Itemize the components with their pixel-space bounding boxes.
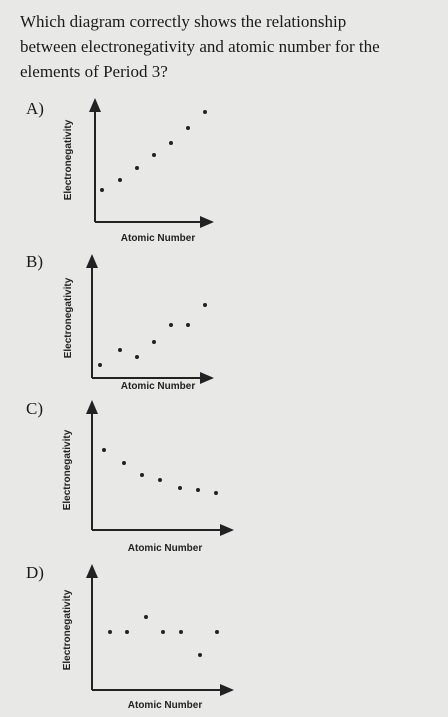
dot [186,323,190,327]
x-axis-label: Atomic Number [128,700,203,711]
dot [135,166,139,170]
dot [178,486,182,490]
dot [152,340,156,344]
dot [118,178,122,182]
dot [100,188,104,192]
dot [102,448,106,452]
question-line: between electronegativity and atomic num… [20,37,380,56]
dot [108,630,112,634]
dot [198,653,202,657]
dot [135,355,139,359]
dot [203,303,207,307]
dots [98,303,207,367]
dots [108,615,219,657]
dot [98,363,102,367]
option-a: A) Electronegativity Atomic Number [26,98,214,244]
dot [158,478,162,482]
x-axis-label: Atomic Number [128,543,203,554]
y-axis-label: Electronegativity [63,277,74,358]
option-label: A) [26,99,44,118]
dot [122,461,126,465]
option-label: C) [26,399,43,418]
y-axis-label: Electronegativity [63,119,74,200]
dot [215,630,219,634]
option-label: B) [26,252,43,271]
dot [186,126,190,130]
x-axis-label: Atomic Number [121,381,196,392]
option-d: D) Electronegativity Atomic Number [26,563,234,711]
dot [152,153,156,157]
dots [102,448,218,495]
option-b: B) Electronegativity Atomic Number [26,252,214,392]
dot [140,473,144,477]
x-axis-label: Atomic Number [121,233,196,244]
y-axis-label: Electronegativity [62,589,73,670]
question-line: Which diagram correctly shows the relati… [20,12,346,31]
dot [125,630,129,634]
dot [144,615,148,619]
option-label: D) [26,563,44,582]
dot [161,630,165,634]
dot [118,348,122,352]
dot [169,141,173,145]
dot [214,491,218,495]
y-axis-label: Electronegativity [62,429,73,510]
dot [179,630,183,634]
dot [169,323,173,327]
dots [100,110,207,192]
option-c: C) Electronegativity Atomic Number [26,399,234,554]
dot [196,488,200,492]
dot [203,110,207,114]
question-line: elements of Period 3? [20,62,168,81]
